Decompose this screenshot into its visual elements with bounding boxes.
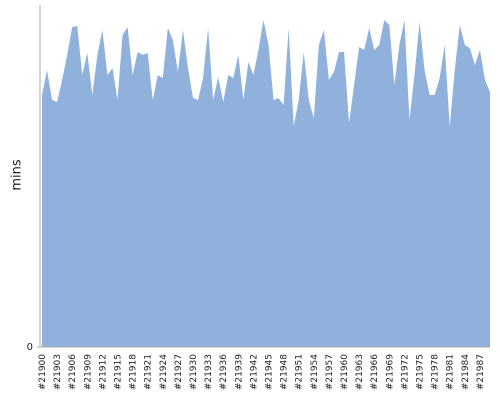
x-tick-label: #21906 (68, 354, 78, 390)
x-tick-label: #21978 (431, 354, 441, 390)
x-tick-label: #21960 (340, 354, 350, 390)
x-tick-label: #21987 (476, 354, 486, 390)
x-tick-label: #21945 (265, 354, 275, 390)
x-tick-label: #21903 (53, 354, 63, 390)
x-tick-label: #21930 (189, 354, 199, 390)
x-tick-label: #21915 (114, 354, 124, 390)
x-tick-label: #21942 (249, 354, 259, 390)
x-tick-label: #21900 (38, 354, 48, 390)
x-tick-label: #21936 (219, 354, 229, 390)
x-tick-label: #21921 (144, 354, 154, 390)
x-tick-label: #21912 (98, 354, 108, 390)
x-tick-label: #21918 (129, 354, 139, 390)
x-tick-label: #21969 (385, 354, 395, 390)
y-tick-label: 0 (27, 342, 33, 353)
x-tick-label: #21981 (446, 354, 456, 390)
x-tick-label: #21954 (310, 354, 320, 390)
x-tick-label: #21963 (355, 354, 365, 390)
x-tick-label: #21948 (280, 354, 290, 390)
x-tick-label: #21933 (204, 354, 214, 390)
y-axis-label: mins (10, 159, 25, 191)
x-tick-label: #21984 (461, 354, 471, 390)
x-tick-label: #21972 (400, 354, 410, 390)
x-tick-label: #21927 (174, 354, 184, 390)
x-tick-label: #21924 (159, 354, 169, 390)
x-tick-label: #21909 (83, 354, 93, 390)
x-tick-label: #21939 (234, 354, 244, 390)
x-tick-label: #21951 (295, 354, 305, 390)
x-tick-label: #21966 (370, 354, 380, 390)
x-tick-label: #21957 (325, 354, 335, 390)
x-tick-label: #21975 (416, 354, 426, 390)
area (42, 20, 490, 347)
